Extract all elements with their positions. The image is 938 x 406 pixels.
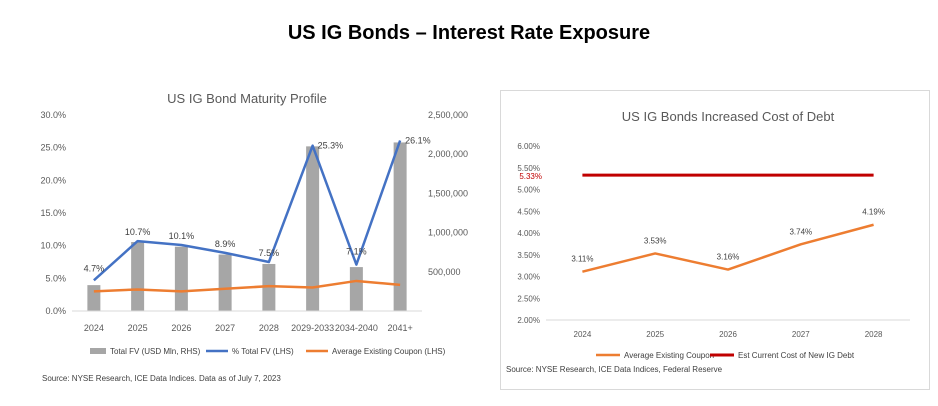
chart-title: US IG Bond Maturity Profile xyxy=(167,91,327,106)
legend-label-pct-total-fv: % Total FV (LHS) xyxy=(232,347,294,356)
y-axis-tick-label: 4.50% xyxy=(517,207,540,216)
y-axis-tick-label: 6.00% xyxy=(517,142,540,151)
maturity-profile-svg: US IG Bond Maturity Profile 0.0% 5.0% 10.0%… xyxy=(40,91,468,383)
x-axis-tick-label: 2034-2040 xyxy=(335,323,378,333)
y-axis-tick-label: 3.00% xyxy=(517,273,540,282)
bar-total-fv xyxy=(218,254,232,311)
legend-label-average-coupon: Average Existing Coupon (LHS) xyxy=(332,347,446,356)
x-axis-tick-label: 2027 xyxy=(792,330,810,339)
data-label-average-coupon: 3.16% xyxy=(717,253,740,262)
chart-title: US IG Bonds Increased Cost of Debt xyxy=(622,109,835,124)
right-axis-tick-label: 2,500,000 xyxy=(428,110,468,120)
legend-label-average-coupon: Average Existing Coupon xyxy=(624,351,714,360)
x-axis-tick-label: 2028 xyxy=(865,330,883,339)
data-label-pct-total-fv: 7.5% xyxy=(259,248,280,258)
bar-total-fv xyxy=(262,263,276,311)
bar-total-fv xyxy=(87,285,101,311)
y-axis-tick-label: 3.50% xyxy=(517,251,540,260)
legend-label-total-fv: Total FV (USD Mln, RHS) xyxy=(110,347,201,356)
data-label-average-coupon: 3.11% xyxy=(571,255,593,264)
x-axis-tick-label: 2029-2033 xyxy=(291,323,334,333)
left-axis-tick-label: 15.0% xyxy=(40,208,66,218)
right-axis-tick-label: 2,000,000 xyxy=(428,149,468,159)
x-axis-tick-label: 2026 xyxy=(171,323,191,333)
data-label-pct-total-fv: 25.3% xyxy=(318,141,344,151)
y-axis-tick-label: 2.50% xyxy=(517,294,540,303)
legend-label-est-cost-new-debt: Est Current Cost of New IG Debt xyxy=(738,351,855,360)
x-axis-tick-label: 2028 xyxy=(259,323,279,333)
data-label-pct-total-fv: 4.7% xyxy=(84,263,105,273)
page-title: US IG Bonds – Interest Rate Exposure xyxy=(287,22,651,44)
data-label-pct-total-fv: 10.7% xyxy=(125,227,151,237)
x-axis-tick-label: 2024 xyxy=(84,323,104,333)
data-label-pct-total-fv: 10.1% xyxy=(169,231,195,241)
x-axis-tick-label: 2024 xyxy=(574,330,592,339)
x-axis-tick-label: 2041+ xyxy=(387,323,412,333)
maturity-profile-chart: US IG Bond Maturity Profile 0.0% 5.0% 10.0%… xyxy=(30,78,480,388)
data-label-average-coupon: 3.74% xyxy=(789,227,812,236)
x-axis-tick-label: 2025 xyxy=(128,323,148,333)
data-label-pct-total-fv: 26.1% xyxy=(405,135,431,145)
x-axis-tick-label: 2026 xyxy=(719,330,737,339)
y-axis-tick-label: 5.00% xyxy=(517,186,540,195)
y-axis-tick-label: 5.50% xyxy=(517,164,540,173)
line-average-coupon xyxy=(93,279,401,293)
line-pct-total-fv xyxy=(93,140,402,282)
left-axis-tick-label: 10.0% xyxy=(40,241,66,251)
bar-total-fv xyxy=(349,267,363,311)
data-label-average-coupon: 3.53% xyxy=(644,236,667,245)
data-label-est-cost-new-debt: 5.33% xyxy=(519,172,542,181)
chart-border xyxy=(500,90,930,390)
cost-of-debt-svg: US IG Bonds Increased Cost of Debt 2.00% 2… xyxy=(500,90,930,390)
x-axis-tick-label: 2025 xyxy=(646,330,664,339)
cost-of-debt-chart: US IG Bonds Increased Cost of Debt 2.00% 2… xyxy=(500,90,930,390)
left-axis-tick-label: 5.0% xyxy=(45,273,66,283)
right-axis-tick-label: 1,000,000 xyxy=(428,228,468,238)
right-axis-tick-label: 500,000 xyxy=(428,267,461,277)
right-axis-tick-label: 1,500,000 xyxy=(428,188,468,198)
left-axis-tick-label: 25.0% xyxy=(40,143,66,153)
legend-swatch-total-fv xyxy=(90,348,106,354)
bar-total-fv xyxy=(174,246,188,311)
y-axis-tick-label: 4.00% xyxy=(517,229,540,238)
chart-source-note: Source: NYSE Research, ICE Data Indices.… xyxy=(42,374,281,383)
left-axis-tick-label: 30.0% xyxy=(40,110,66,120)
left-axis-tick-label: 0.0% xyxy=(45,306,66,316)
chart-source-note: Source: NYSE Research, ICE Data Indices,… xyxy=(506,365,723,374)
data-label-pct-total-fv: 7.1% xyxy=(346,247,367,257)
bar-total-fv xyxy=(393,142,407,311)
left-axis-tick-label: 20.0% xyxy=(40,175,66,185)
data-label-average-coupon: 4.19% xyxy=(862,208,885,217)
bar-total-fv xyxy=(306,146,320,311)
line-average-coupon xyxy=(582,223,874,273)
data-label-pct-total-fv: 8.9% xyxy=(215,239,236,249)
y-axis-tick-label: 2.00% xyxy=(517,316,540,325)
bar-total-fv xyxy=(131,242,145,311)
x-axis-tick-label: 2027 xyxy=(215,323,235,333)
